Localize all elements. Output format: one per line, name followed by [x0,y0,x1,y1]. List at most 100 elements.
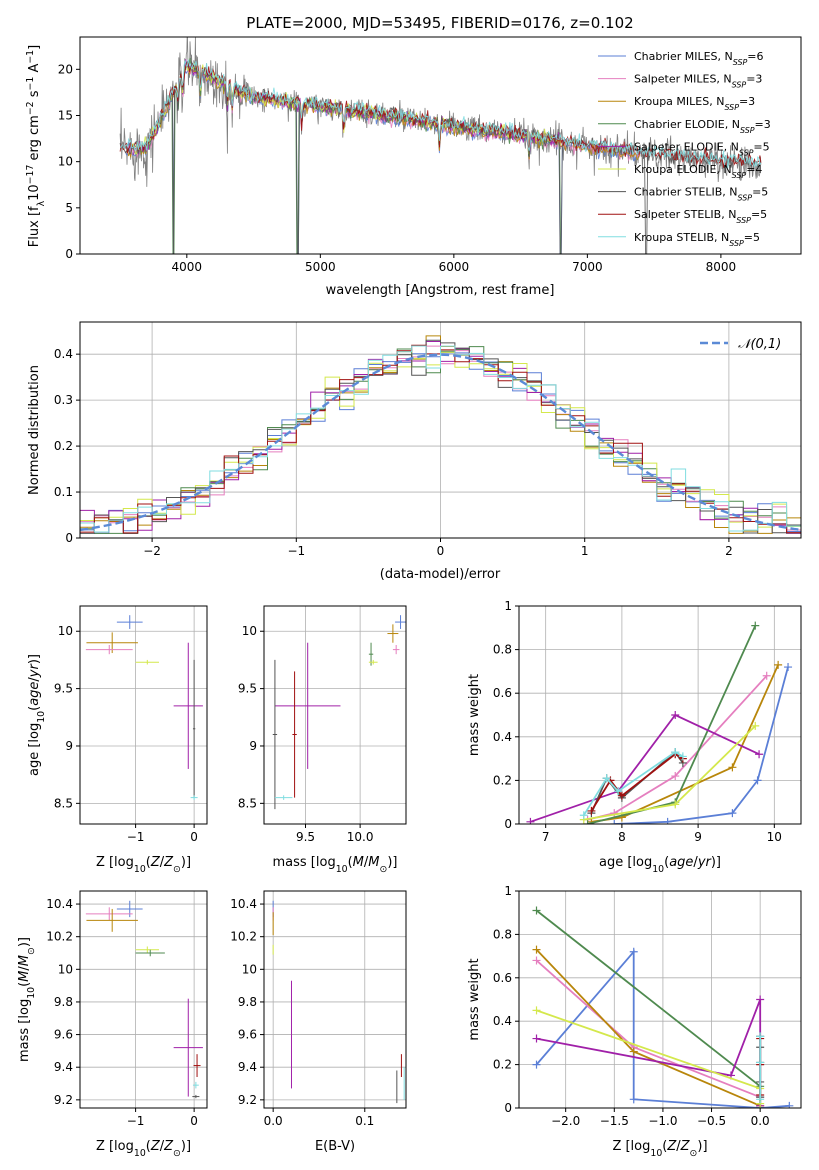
x-tick-label: 8000 [706,260,737,274]
weight-marker [671,711,680,719]
y-tick-label: 10.4 [46,897,73,911]
weight-marker [755,750,764,759]
weight-line-3 [535,909,762,1108]
y-tick-label: 0.6 [493,971,512,985]
axes-mass-vs-EBV: 0.0 0.1 9.2 9.4 9.6 9.8 10 10.2 10.4 E(B-V) [230,890,407,1154]
y-axis-label: mass weight [467,958,482,1040]
x-tick-label: 6000 [439,260,470,274]
y-tick-label: 0.2 [493,773,512,787]
y-tick-label: 0.4 [493,1014,512,1028]
weight-marker [629,947,638,956]
figure-title: PLATE=2000, MJD=53495, FIBERID=0176, z=0… [246,14,633,32]
x-tick-label: 8 [618,830,626,844]
y-tick-label: 9.6 [238,1028,257,1042]
weight-marker [629,1095,638,1104]
weight-line-2 [535,948,761,1107]
x-tick-label: 1 [581,544,589,558]
y-tick-label: 10.4 [230,897,257,911]
weight-marker [532,1060,541,1069]
model-spectrum-0 [124,66,641,254]
y-tick-label: 0 [65,247,73,261]
y-tick-label: 9.6 [54,1028,73,1042]
weight-marker [629,1047,638,1056]
weight-marker [678,752,687,761]
weight-marker [587,806,596,815]
x-axis-label: E(B-V) [315,1139,355,1154]
y-axis-label: Normed distribution [27,365,42,495]
legend-entry: Kroupa MILES, NSSP=3 [634,95,755,112]
y-tick-label: 0.2 [493,1058,512,1072]
weight-marker [610,809,619,818]
x-tick-label: 10.0 [347,830,374,844]
y-tick-label: 0.1 [54,485,73,499]
weight-marker [756,995,765,1004]
y-tick-label: 1 [504,884,512,898]
y-tick-label: 10 [242,624,257,638]
y-tick-label: 0.6 [493,686,512,700]
weight-marker [663,817,672,824]
y-axis-label: age [log10(age/yr)] [27,654,47,776]
x-tick-label: −2.0 [551,1114,580,1128]
weight-marker [583,820,592,824]
y-tick-label: 0 [504,817,512,831]
x-axis-label: mass [log10(M/M⊙)] [273,855,398,875]
x-tick-label: 0.0 [264,1114,283,1128]
legend-entry: Salpeter ELODIE, NSSP=5 [634,140,770,157]
weight-marker [762,671,771,680]
x-tick-label: 0.1 [355,1114,374,1128]
weight-marker [617,791,626,800]
weight-marker [751,621,760,630]
y-tick-label: 0.4 [54,347,73,361]
x-tick-label: 4000 [172,260,203,274]
x-tick-label: −1.0 [648,1114,677,1128]
y-tick-label: 1 [504,599,512,613]
legend-gaussian: 𝒩(0,1) [738,337,781,352]
x-axis-label: Z [log10(Z/Z⊙)] [96,855,191,875]
model-spectrum-8 [120,59,762,169]
x-tick-label: 9.5 [296,830,315,844]
x-tick-label: 9 [694,830,702,844]
y-tick-label: 9.4 [238,1060,257,1074]
y-tick-label: 9.8 [54,995,73,1009]
legend-entry: Salpeter MILES, NSSP=3 [634,73,762,90]
weight-marker [532,956,541,965]
x-tick-label: 5000 [305,260,336,274]
axes-spectrum: 4000 5000 6000 7000 8000 0 5 10 15 20 wavelength [… [25,36,802,298]
plot-area [85,615,203,800]
x-axis-label: (data-model)/error [380,567,501,582]
x-tick-label: 7000 [572,260,603,274]
axes-residual-histogram: −2 −1 0 1 2 0 0.1 0.2 0.3 0.4 𝒩(0,1) (data-model)/e… [27,321,802,582]
weight-marker [753,776,762,785]
histogram-8 [80,345,801,533]
x-tick-label: 2 [725,544,733,558]
y-tick-label: 9 [249,739,257,753]
y-tick-label: 9.5 [238,682,257,696]
axes-frame [263,605,407,825]
plot-area [272,615,406,810]
y-tick-label: 9.2 [54,1093,73,1107]
weight-marker [579,811,588,820]
y-tick-label: 10.2 [46,930,73,944]
weight-marker [532,906,541,915]
x-tick-label: 0 [437,544,445,558]
x-tick-label: 0 [190,1114,198,1128]
legend-entry: Salpeter STELIB, NSSP=5 [634,208,767,225]
y-tick-label: 9.8 [238,995,257,1009]
weight-marker [532,1034,541,1043]
y-tick-label: 10 [58,155,73,169]
axes-mass-weight-vs-Z: −2.0 −1.5 −1.0 −0.5 0.0 0 0.2 0.4 0.6 0.8 1 Z [log1… [467,884,802,1159]
axes-mass-vs-Z: −1 0 9.2 9.4 9.6 9.8 10 10.2 10.4 Z [log10(Z/Z⊙)]… [17,890,208,1159]
y-axis-label: mass weight [467,674,482,756]
axes-frame [79,890,208,1109]
y-tick-label: 0.8 [493,643,512,657]
x-tick-label: 10 [767,830,782,844]
weight-marker [785,1101,794,1108]
axes-age-vs-Z: −1 0 8.5 9 9.5 10 Z [log10(Z/Z⊙)] age [log10(ag… [27,605,208,875]
y-axis-label: mass [log10(M/M⊙)] [17,937,37,1062]
weight-marker [602,774,611,783]
y-tick-label: 0.3 [54,393,73,407]
histogram-6 [80,339,801,534]
x-axis-label: Z [log10(Z/Z⊙)] [96,1139,191,1159]
axes-frame [79,36,802,255]
